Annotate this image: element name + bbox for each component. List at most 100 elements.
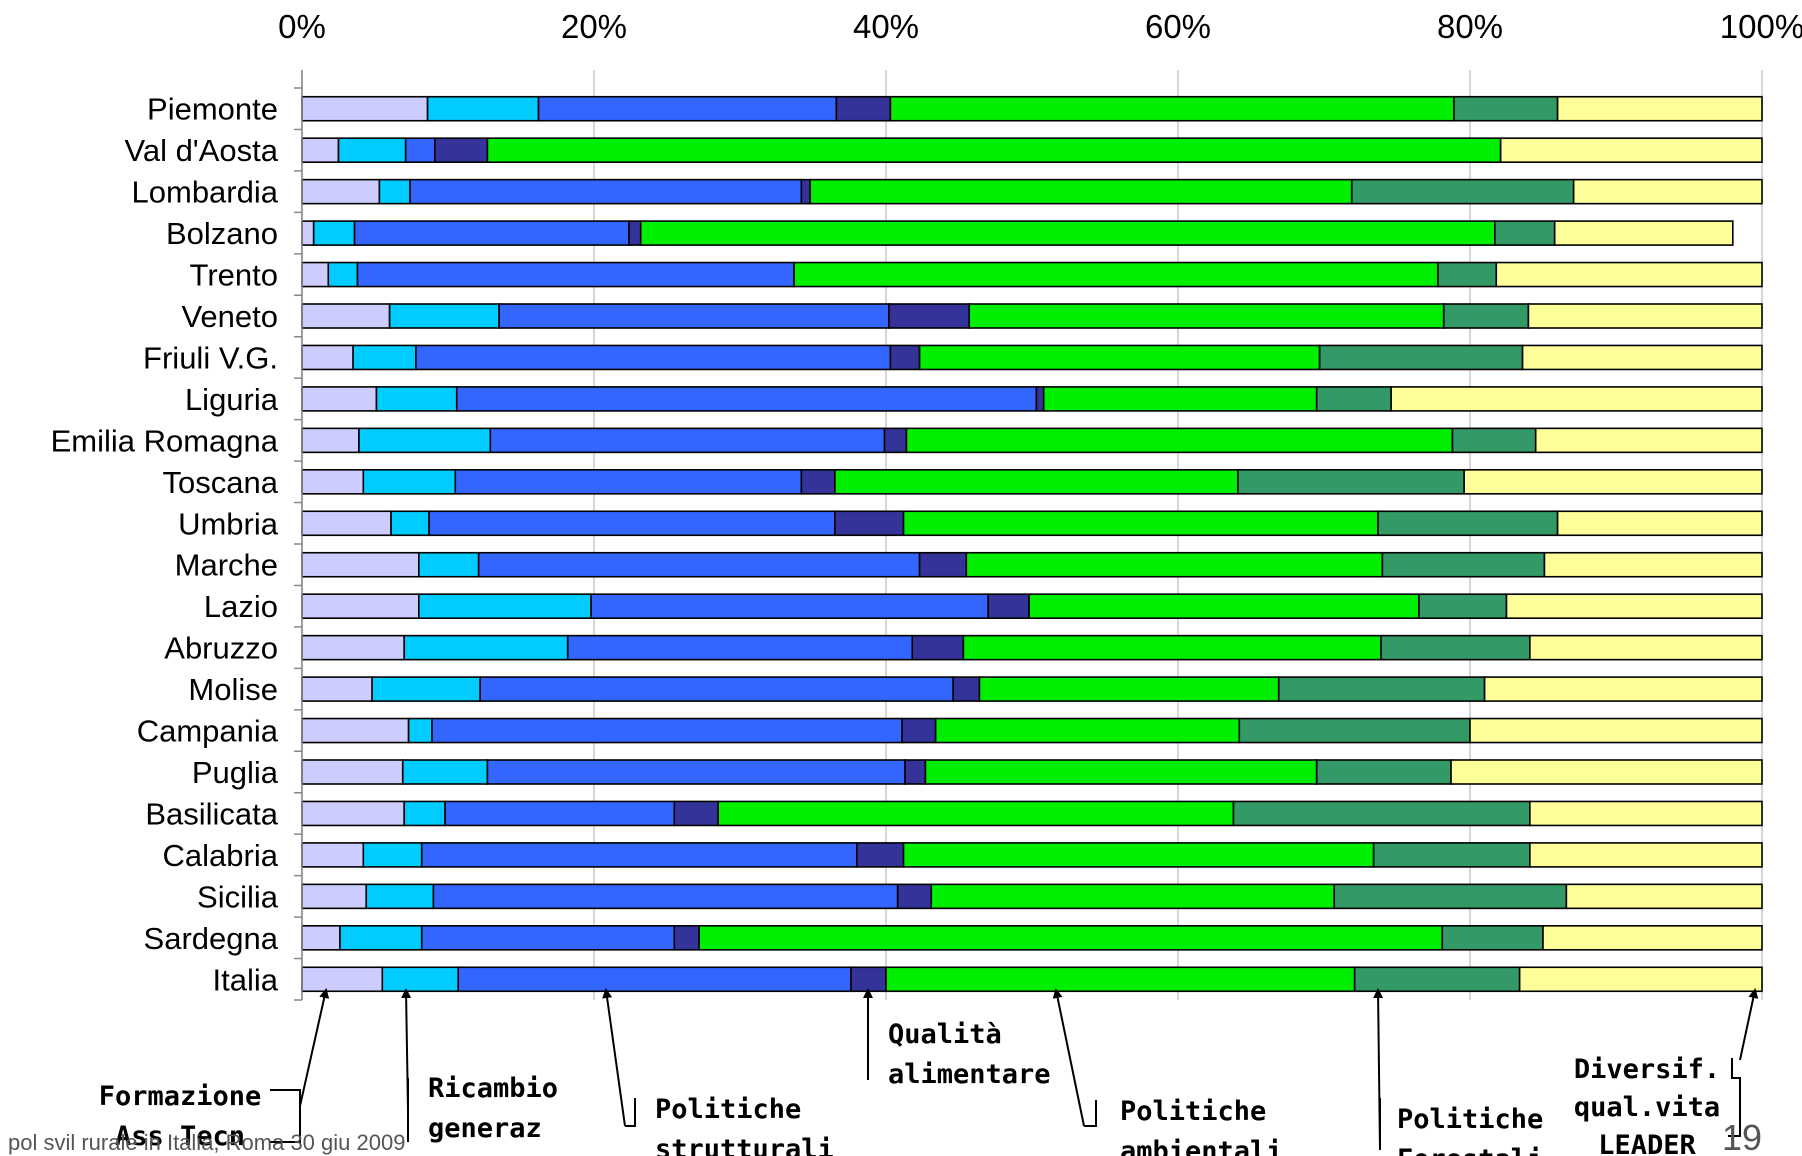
- bar-segment: [301, 925, 341, 951]
- bar-segment: [431, 717, 903, 744]
- bar-segment: [479, 676, 954, 702]
- category-label: Veneto: [181, 299, 278, 334]
- bar-segment: [498, 303, 890, 329]
- bar-segment: [1318, 344, 1524, 371]
- category-label: Sicilia: [197, 879, 279, 914]
- annotation-text: Ass Tecn: [115, 1121, 245, 1152]
- bar-segment: [1463, 469, 1763, 495]
- category-label: Toscana: [163, 465, 279, 500]
- bar-segment: [301, 469, 365, 495]
- bar-segment: [537, 95, 838, 122]
- bar-segment: [885, 966, 1356, 993]
- bar-segment: [1556, 510, 1763, 537]
- bar-segment: [477, 551, 921, 578]
- annotation: Ricambio generaz: [401, 988, 558, 1144]
- bar-segment: [883, 427, 908, 454]
- bar-segment: [409, 178, 803, 205]
- bar-segment: [1451, 427, 1537, 454]
- bar-segment: [590, 593, 990, 619]
- bar-segment: [889, 95, 1455, 122]
- annotation-bracket: [625, 1098, 636, 1127]
- bar-segment: [834, 469, 1239, 495]
- y-axis-line: [294, 70, 303, 1001]
- bar-segment: [1437, 261, 1498, 288]
- annotation: Formazione Ass Tecn: [99, 988, 330, 1152]
- category-label: Molise: [188, 672, 278, 707]
- annotation-bracket: [1728, 1058, 1741, 1137]
- bar-segment: [1527, 303, 1763, 329]
- bar-segment: [889, 344, 921, 371]
- bar-segment: [352, 344, 417, 371]
- annotation-arrow: [1373, 988, 1384, 1151]
- bar-segment: [978, 676, 1280, 702]
- bar-segment: [1543, 551, 1763, 578]
- bar-segment: [962, 634, 1382, 661]
- bar-segment: [486, 137, 1502, 163]
- bar-segment: [1565, 883, 1763, 910]
- bar-segment: [1315, 759, 1452, 785]
- category-label: Basilicata: [145, 796, 278, 831]
- category-label: Umbria: [178, 506, 279, 541]
- bar-segment: [1553, 220, 1734, 246]
- bar-segment: [353, 220, 630, 246]
- bar-segment: [417, 551, 480, 578]
- annotation-arrow: [299, 988, 330, 1107]
- bar-segment: [911, 634, 965, 661]
- bar-segment: [1556, 95, 1763, 122]
- y-axis-categories: Piemonte Val d'Aosta Lombardia Bolzano Trent…: [51, 92, 279, 998]
- bar-segment: [356, 261, 795, 288]
- x-tick-label: 20%: [561, 8, 627, 45]
- bar-segment: [924, 759, 1318, 785]
- bar-segment: [381, 966, 460, 993]
- bar-segment: [434, 137, 489, 163]
- x-tick-label: 0%: [278, 8, 326, 45]
- category-label: Marche: [175, 548, 278, 583]
- bar-segment: [834, 510, 905, 537]
- bar-segment: [1450, 759, 1763, 785]
- bar-segment: [1350, 178, 1575, 205]
- annotation: Politiche strutturali: [602, 988, 834, 1156]
- bar-segment: [428, 510, 836, 537]
- annotation-text: Qualità: [888, 1019, 1002, 1050]
- bar-segment: [850, 966, 887, 993]
- bar-segment: [793, 261, 1439, 288]
- bar-segment: [365, 883, 435, 910]
- annotation-text: generaz: [428, 1113, 542, 1144]
- x-tick-label: 60%: [1145, 8, 1211, 45]
- bar-segment: [1542, 925, 1763, 951]
- bar-segment: [888, 303, 971, 329]
- bar-segment: [420, 842, 858, 868]
- bar-segment: [952, 676, 981, 702]
- bar-segment: [362, 469, 457, 495]
- bar-segment: [800, 469, 836, 495]
- bar-segment: [1534, 427, 1763, 454]
- bar-segment: [415, 344, 892, 371]
- category-label: Val d'Aosta: [124, 133, 278, 168]
- bar-segment: [301, 842, 365, 868]
- bar-segment: [1315, 386, 1392, 412]
- category-label: Italia: [213, 962, 279, 997]
- bar-segment: [1035, 386, 1045, 412]
- annotation-text: qual.vita: [1574, 1092, 1720, 1123]
- bar-segment: [918, 551, 968, 578]
- annotation-arrow: [602, 988, 626, 1127]
- annotation-text: Forestali: [1397, 1144, 1543, 1156]
- annotation-arrow: [1739, 988, 1759, 1061]
- bar-segment: [301, 95, 429, 122]
- bar-segment: [902, 510, 1379, 537]
- annotation: Diversif. qual.vita LEADER: [1574, 988, 1759, 1156]
- bar-segment: [362, 842, 423, 868]
- bar-segment: [1353, 966, 1521, 993]
- annotation-arrow: [1052, 988, 1085, 1127]
- bar-segment: [1418, 593, 1508, 619]
- bar-segment: [420, 925, 676, 951]
- bar-segment: [301, 759, 404, 785]
- bar-segment: [301, 261, 330, 288]
- category-label: Abruzzo: [164, 631, 278, 666]
- bar-segment: [301, 386, 378, 412]
- bar-segment: [301, 883, 368, 910]
- bar-segment: [1529, 634, 1763, 661]
- annotations: Formazione Ass Tecn Ricambio generaz Politic…: [99, 988, 1759, 1156]
- bar-segment: [835, 95, 892, 122]
- annotation-text: Ricambio: [428, 1073, 558, 1104]
